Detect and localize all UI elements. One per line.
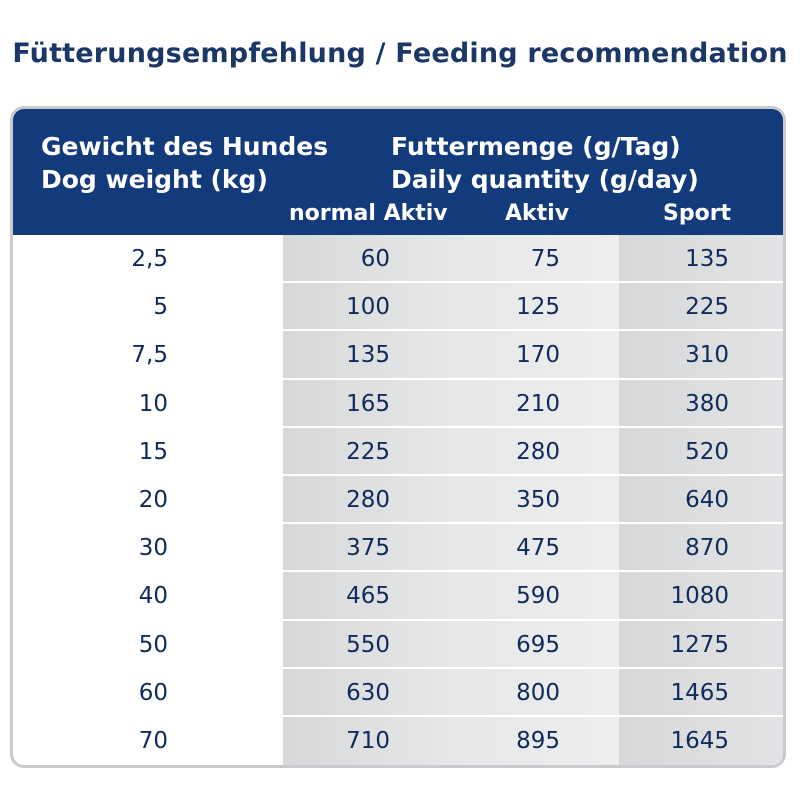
cell-normal-aktiv: 710 (346, 727, 390, 754)
cell-aktiv: 695 (516, 631, 560, 658)
table-row: 70 710 895 1645 (13, 717, 783, 765)
table-row: 2,5 60 75 135 (13, 235, 783, 284)
feeding-table: Gewicht des Hundes Dog weight (kg) Futte… (10, 106, 786, 768)
cell-sport: 870 (685, 535, 729, 562)
table-row: 60 630 800 1465 (13, 669, 783, 717)
cell-sport: 1645 (670, 727, 729, 754)
column-header-aktiv: Aktiv (505, 201, 570, 226)
cell-normal-aktiv: 165 (346, 390, 390, 417)
weight-header-de: Gewicht des Hundes (41, 132, 329, 161)
cell-aktiv: 170 (516, 342, 560, 369)
table-row: 20 280 350 640 (13, 476, 783, 525)
quantity-header-en: Daily quantity (g/day) (391, 165, 699, 194)
table-row: 15 225 280 520 (13, 428, 783, 476)
column-header-normal-aktiv: normal Aktiv (289, 201, 448, 226)
cell-normal-aktiv: 225 (346, 438, 390, 465)
weight-header-en: Dog weight (kg) (41, 165, 268, 194)
cell-sport: 1275 (670, 631, 729, 658)
cell-aktiv: 895 (516, 727, 560, 754)
weight-header: Gewicht des Hundes Dog weight (kg) (41, 130, 328, 196)
table-row: 7,5 135 170 310 (13, 331, 783, 380)
quantity-header-de: Futtermenge (g/Tag) (391, 132, 681, 161)
cell-normal-aktiv: 135 (346, 342, 390, 369)
cell-weight: 70 (138, 727, 168, 754)
cell-weight: 50 (138, 631, 168, 658)
cell-aktiv: 350 (516, 486, 560, 513)
table-header: Gewicht des Hundes Dog weight (kg) Futte… (13, 109, 783, 235)
column-header-sport: Sport (663, 201, 732, 226)
cell-weight: 60 (138, 679, 168, 706)
cell-normal-aktiv: 630 (346, 679, 390, 706)
cell-weight: 5 (153, 294, 168, 321)
cell-normal-aktiv: 375 (346, 535, 390, 562)
cell-normal-aktiv: 280 (346, 486, 390, 513)
cell-aktiv: 800 (516, 679, 560, 706)
cell-sport: 135 (685, 246, 729, 272)
cell-normal-aktiv: 60 (360, 246, 390, 272)
cell-normal-aktiv: 100 (346, 294, 390, 321)
table-body: 2,5 60 75 135 5 100 125 225 7,5 135 170 310 10 165 210… (13, 235, 783, 765)
cell-sport: 520 (685, 438, 729, 465)
cell-aktiv: 210 (516, 390, 560, 417)
cell-normal-aktiv: 550 (346, 631, 390, 658)
cell-normal-aktiv: 465 (346, 583, 390, 610)
cell-aktiv: 475 (516, 535, 560, 562)
table-row: 40 465 590 1080 (13, 572, 783, 621)
table-row: 10 165 210 380 (13, 380, 783, 428)
cell-aktiv: 280 (516, 438, 560, 465)
cell-sport: 225 (685, 294, 729, 321)
column-shade-aktiv (451, 235, 619, 765)
cell-weight: 40 (138, 583, 168, 610)
cell-sport: 1080 (670, 583, 729, 610)
cell-aktiv: 125 (516, 294, 560, 321)
page-title: Fütterungsempfehlung / Feeding recommend… (12, 38, 788, 69)
cell-aktiv: 590 (516, 583, 560, 610)
quantity-header: Futtermenge (g/Tag) Daily quantity (g/da… (391, 130, 699, 196)
cell-sport: 310 (685, 342, 729, 369)
cell-weight: 2,5 (131, 246, 168, 272)
cell-sport: 640 (685, 486, 729, 513)
cell-weight: 7,5 (131, 342, 168, 369)
cell-sport: 1465 (670, 679, 729, 706)
cell-weight: 30 (138, 535, 168, 562)
table-row: 5 100 125 225 (13, 283, 783, 332)
cell-aktiv: 75 (530, 246, 560, 272)
table-row: 30 375 475 870 (13, 524, 783, 573)
cell-weight: 15 (138, 438, 168, 465)
table-row: 50 550 695 1275 (13, 621, 783, 669)
cell-weight: 20 (138, 486, 168, 513)
cell-sport: 380 (685, 390, 729, 417)
column-shade-sport (619, 235, 783, 765)
column-shade-normal (283, 235, 451, 765)
cell-weight: 10 (138, 390, 168, 417)
